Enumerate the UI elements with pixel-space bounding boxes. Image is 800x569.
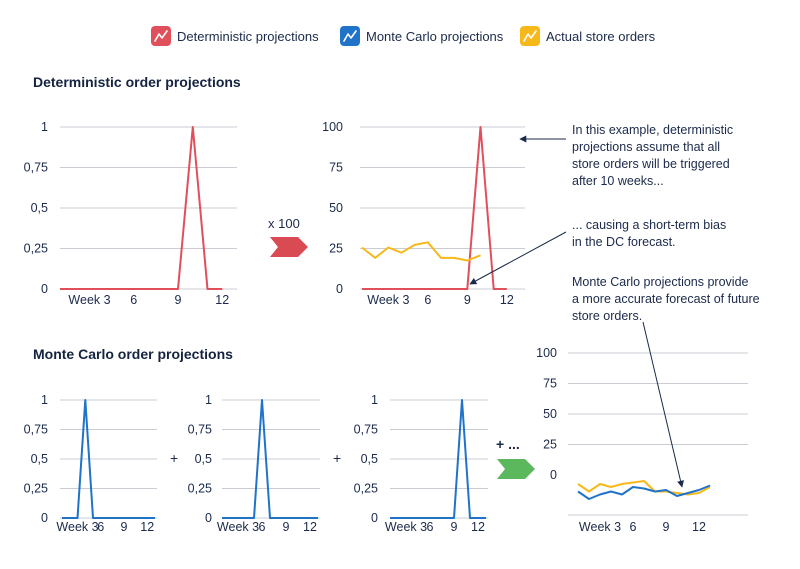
x-tick-label: Week 3 [217, 520, 259, 534]
x-tick-label: 12 [215, 293, 229, 307]
series-line [361, 241, 481, 262]
note-line: In this example, deterministic [572, 123, 734, 137]
plus-sign: + [333, 450, 342, 466]
y-tick-label: 1 [205, 393, 212, 407]
plus-sign: + [170, 450, 179, 466]
series-line [362, 126, 507, 290]
y-tick-label: 0,5 [31, 452, 48, 466]
x-tick-label: 6 [427, 520, 434, 534]
y-tick-label: 0,25 [354, 482, 378, 496]
y-tick-label: 0 [336, 282, 343, 296]
legend-label: Actual store orders [546, 28, 656, 44]
y-tick-label: 75 [543, 377, 557, 391]
y-tick-label: 25 [329, 242, 343, 256]
series-line [390, 399, 486, 519]
note-line: after 10 weeks... [572, 174, 664, 188]
legend-item-monte-carlo: Monte Carlo projections [340, 25, 503, 47]
legend-label: Deterministic projections [177, 28, 319, 44]
x-tick-label: 12 [500, 293, 514, 307]
x-tick-label: 12 [471, 520, 485, 534]
series-line [577, 484, 711, 500]
note-line: projections assume that all [572, 140, 720, 154]
x-tick-label: Week 3 [385, 520, 427, 534]
series-line [222, 399, 318, 519]
note-line: a more accurate forecast of future [572, 292, 760, 306]
x-tick-label: 9 [451, 520, 458, 534]
y-tick-label: 0 [205, 511, 212, 525]
x-tick-label: 9 [175, 293, 182, 307]
note-line: in the DC forecast. [572, 235, 676, 249]
x-tick-label: 12 [303, 520, 317, 534]
x-tick-label: 6 [259, 520, 266, 534]
green-chevron-arrow-icon [497, 459, 535, 479]
y-tick-label: 0 [550, 468, 557, 482]
x-tick-label: 6 [630, 520, 637, 534]
line-chart-icon [340, 26, 360, 46]
y-tick-label: 0,25 [188, 482, 212, 496]
x-tick-label: 9 [663, 520, 670, 534]
plus-more-label: + ... [496, 436, 520, 452]
series-line [60, 126, 223, 290]
y-tick-label: 0,75 [188, 423, 212, 437]
y-tick-label: 1 [371, 393, 378, 407]
x-tick-label: 9 [464, 293, 471, 307]
y-tick-label: 100 [536, 346, 557, 360]
x-tick-label: 9 [283, 520, 290, 534]
y-tick-label: 1 [41, 393, 48, 407]
note-line: Monte Carlo projections provide [572, 275, 749, 289]
annotation-monte-carlo-accuracy: Monte Carlo projections provide a more a… [572, 274, 760, 325]
x-tick-label: Week 3 [367, 293, 409, 307]
x-tick-label: 12 [140, 520, 154, 534]
y-tick-label: 50 [543, 407, 557, 421]
red-chevron-arrow-icon [270, 237, 308, 257]
deterministic-section-title: Deterministic order projections [33, 74, 241, 90]
legend-label: Monte Carlo projections [366, 28, 504, 44]
monte-carlo-section-title: Monte Carlo order projections [33, 346, 233, 362]
annotation-deterministic-assumption: In this example, deterministic projectio… [572, 122, 733, 190]
x-tick-label: Week 3 [56, 520, 98, 534]
y-tick-label: 0,75 [354, 423, 378, 437]
y-tick-label: 100 [322, 120, 343, 134]
line-chart-icon [520, 26, 540, 46]
x-tick-label: 9 [121, 520, 128, 534]
line-chart-icon [151, 26, 171, 46]
x-tick-label: 6 [97, 520, 104, 534]
y-tick-label: 0,5 [361, 452, 378, 466]
x-tick-label: 12 [692, 520, 706, 534]
x-tick-label: 6 [130, 293, 137, 307]
y-tick-label: 0,75 [24, 161, 48, 175]
note-line: store orders will be triggered [572, 157, 730, 171]
y-tick-label: 0 [41, 282, 48, 296]
x-tick-label: Week 3 [579, 520, 621, 534]
y-tick-label: 25 [543, 438, 557, 452]
y-tick-label: 0,5 [31, 201, 48, 215]
y-tick-label: 0 [41, 511, 48, 525]
y-tick-label: 0 [371, 511, 378, 525]
annotation-short-term-bias: ... causing a short-term bias in the DC … [572, 217, 726, 251]
y-tick-label: 1 [41, 120, 48, 134]
y-tick-label: 0,5 [195, 452, 212, 466]
x-tick-label: 6 [424, 293, 431, 307]
x-tick-label: Week 3 [68, 293, 110, 307]
y-tick-label: 0,75 [24, 423, 48, 437]
y-tick-label: 0,25 [24, 242, 48, 256]
note-line: ... causing a short-term bias [572, 218, 727, 232]
note-line: store orders. [572, 309, 643, 323]
y-tick-label: 50 [329, 201, 343, 215]
y-tick-label: 75 [329, 161, 343, 175]
legend-item-actual: Actual store orders [520, 25, 655, 47]
y-tick-label: 0,25 [24, 482, 48, 496]
multiply-label: x 100 [268, 216, 300, 231]
series-line [62, 399, 155, 519]
legend-item-deterministic: Deterministic projections [151, 25, 319, 47]
